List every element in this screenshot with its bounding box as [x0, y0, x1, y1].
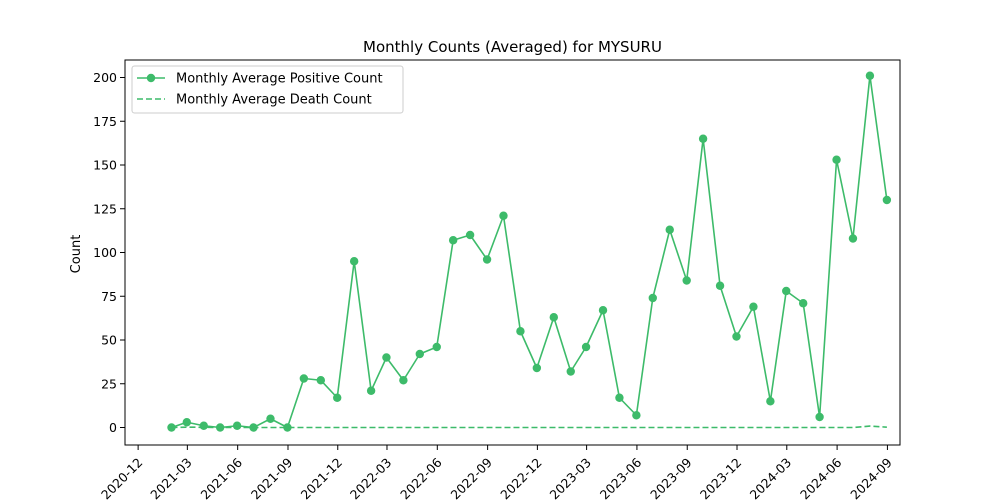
data-point-positive [167, 423, 176, 432]
legend-box [131, 65, 404, 114]
legend-label-death: Monthly Average Death Count [176, 93, 372, 108]
data-point-positive [283, 423, 292, 432]
legend-label-positive: Monthly Average Positive Count [176, 72, 383, 87]
data-point-positive [715, 281, 725, 290]
data-point-positive [782, 286, 791, 296]
data-point-positive [382, 353, 391, 362]
data-point-positive [698, 134, 708, 143]
data-point-positive [366, 386, 376, 395]
data-point-positive [581, 342, 591, 352]
data-point-positive [432, 342, 441, 352]
data-point-positive [549, 313, 558, 322]
y-tick-label: 0 [109, 420, 117, 435]
data-point-positive [749, 302, 758, 311]
chart-title: Monthly Counts (Averaged) for MYSURU [363, 38, 662, 56]
data-point-positive [499, 211, 508, 220]
data-point-positive [333, 393, 342, 402]
data-point-positive [766, 397, 775, 406]
data-point-positive [732, 332, 741, 341]
data-point-positive [832, 155, 841, 164]
series-line-death [171, 425, 887, 429]
data-point-positive [232, 421, 242, 430]
y-tick-label: 75 [101, 289, 117, 304]
y-tick-label: 175 [93, 114, 117, 129]
data-point-positive [598, 306, 608, 315]
data-point-positive [848, 234, 858, 243]
data-point-positive [648, 293, 657, 303]
data-point-positive [566, 367, 575, 376]
data-point-positive [199, 421, 208, 430]
data-point-positive [415, 349, 424, 359]
data-point-positive [482, 255, 492, 264]
series-line-positive [171, 74, 888, 429]
y-tick-label: 125 [93, 201, 117, 216]
data-point-positive [316, 376, 326, 385]
data-point-positive [182, 418, 192, 427]
data-point-positive [299, 374, 309, 383]
data-point-positive [665, 225, 674, 234]
data-point-positive [615, 393, 624, 402]
data-point-positive [865, 71, 875, 80]
y-tick-label: 50 [101, 333, 117, 348]
data-point-positive [632, 411, 641, 420]
data-point-positive [266, 414, 275, 423]
y-tick-label: 25 [101, 376, 117, 391]
data-point-positive [882, 195, 892, 205]
data-point-positive [349, 257, 359, 266]
y-tick-label: 100 [93, 245, 117, 260]
data-point-positive [465, 230, 475, 240]
legend: Monthly Average Positive Count Monthly Av… [131, 65, 404, 114]
data-point-positive [448, 236, 458, 245]
y-axis-label: Count [69, 235, 84, 274]
y-tick-label: 150 [93, 158, 117, 173]
data-point-positive [798, 299, 808, 308]
y-tick-label: 200 [93, 70, 117, 85]
data-point-positive [516, 327, 525, 336]
data-point-positive [399, 376, 408, 385]
data-point-positive [815, 412, 824, 422]
plot-frame [124, 59, 901, 446]
legend-marker [146, 73, 156, 83]
data-point-positive [682, 276, 691, 285]
data-point-positive [532, 363, 542, 373]
